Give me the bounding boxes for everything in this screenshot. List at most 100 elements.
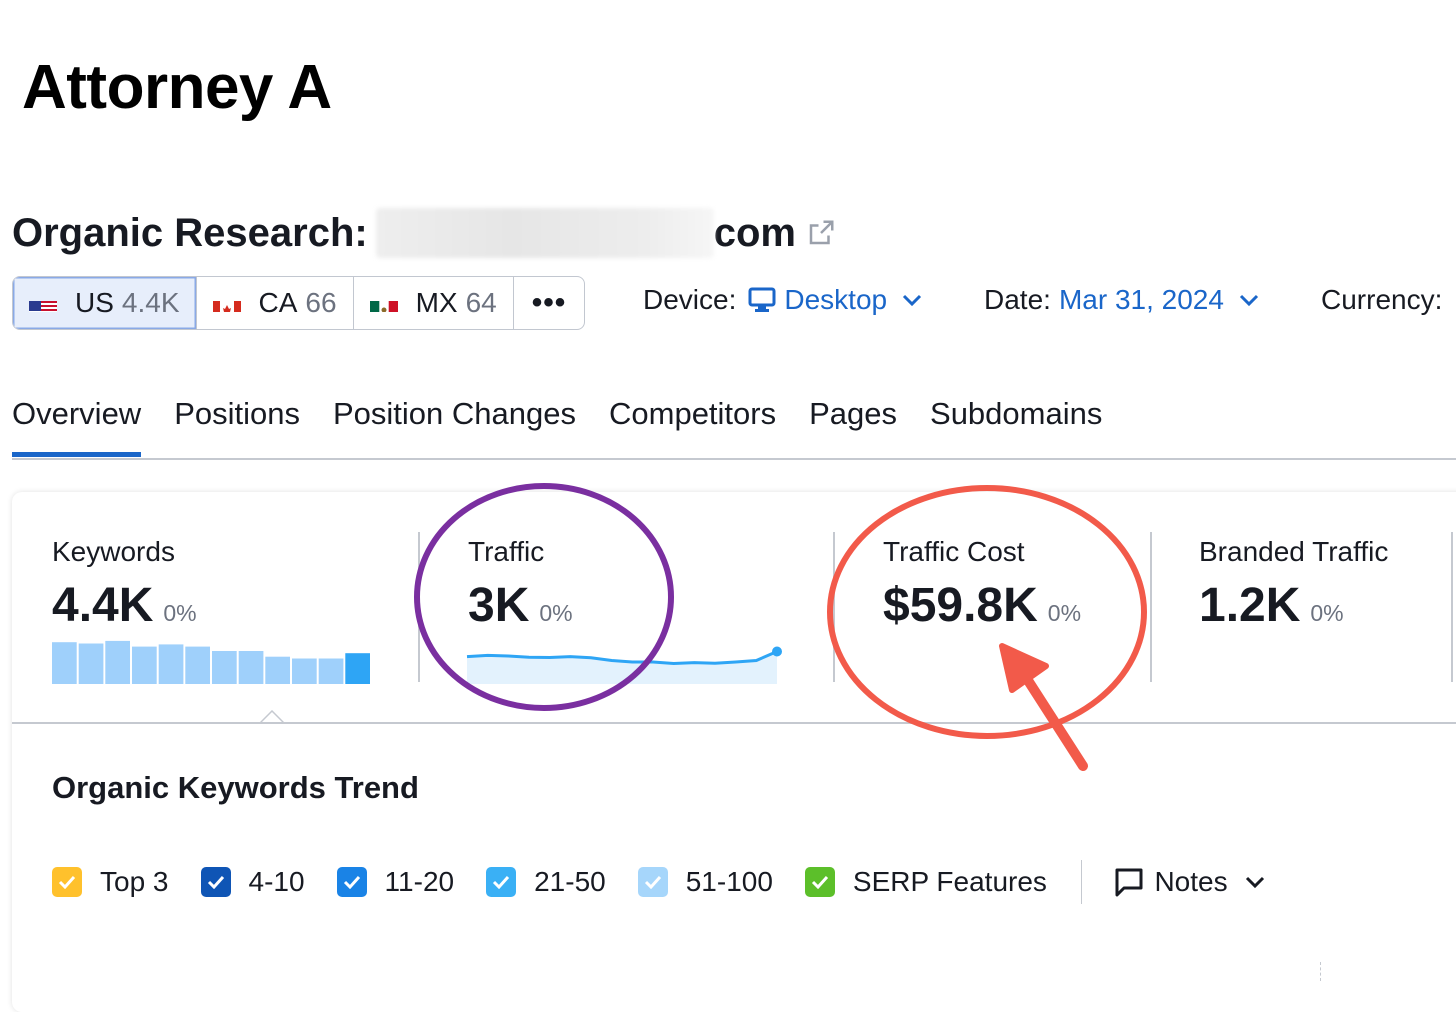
metric-label: Branded Traffic bbox=[1199, 536, 1389, 567]
spark-bar bbox=[345, 653, 370, 684]
report-tabs: Overview Positions Position Changes Comp… bbox=[12, 396, 1135, 457]
traffic-metric[interactable]: Traffic 3K 0% bbox=[468, 536, 573, 633]
metric-change: 0% bbox=[539, 600, 573, 626]
traffic-cost-metric[interactable]: Traffic Cost $59.8K 0% bbox=[883, 536, 1081, 633]
checkbox-checked-icon[interactable] bbox=[637, 867, 668, 897]
metric-divider bbox=[418, 532, 420, 682]
trend-legend: Top 3 4-10 11-20 21-50 51-100 SERP Featu… bbox=[52, 860, 1266, 904]
spark-bar bbox=[318, 658, 344, 684]
us-flag-icon bbox=[29, 294, 57, 312]
metric-divider bbox=[833, 532, 835, 682]
db-code: MX bbox=[415, 287, 458, 318]
metric-label: Traffic Cost bbox=[883, 536, 1025, 567]
db-count: 4.4K bbox=[121, 287, 180, 318]
spark-bar bbox=[105, 640, 130, 684]
currency-filter[interactable]: Currency: bbox=[1321, 284, 1442, 316]
legend-serp-features[interactable]: SERP Features bbox=[804, 866, 1047, 898]
db-code: US bbox=[75, 287, 114, 318]
metric-value: 1.2K bbox=[1199, 579, 1301, 632]
spark-bar bbox=[185, 646, 210, 684]
db-us-button[interactable]: US 4.4K bbox=[13, 277, 197, 329]
mx-flag-icon bbox=[369, 294, 398, 312]
database-selector: US 4.4K CA 66 MX 64 ••• bbox=[12, 276, 586, 330]
tab-positions[interactable]: Positions bbox=[174, 396, 300, 431]
device-label: Device: bbox=[643, 284, 737, 315]
chevron-down-icon bbox=[903, 294, 922, 307]
research-label: Organic Research: bbox=[12, 210, 368, 255]
caret-up-icon bbox=[260, 710, 284, 724]
tab-subdomains[interactable]: Subdomains bbox=[930, 396, 1103, 431]
metric-change: 0% bbox=[163, 600, 197, 626]
legend-51-100[interactable]: 51-100 bbox=[637, 866, 773, 898]
traffic-sparkline bbox=[466, 646, 782, 684]
checkbox-checked-icon[interactable] bbox=[804, 867, 835, 897]
notes-button[interactable]: Notes bbox=[1114, 866, 1265, 898]
date-label: Date: bbox=[984, 284, 1051, 315]
legend-4-10[interactable]: 4-10 bbox=[200, 866, 305, 898]
spark-bar bbox=[158, 644, 184, 684]
external-link-icon[interactable] bbox=[806, 218, 836, 248]
legend-label: SERP Features bbox=[852, 866, 1047, 897]
legend-11-20[interactable]: 11-20 bbox=[336, 866, 455, 898]
db-mx-button[interactable]: MX 64 bbox=[354, 277, 514, 329]
device-filter[interactable]: Device: Desktop bbox=[643, 284, 923, 316]
metric-value-row: 1.2K 0% bbox=[1199, 578, 1388, 633]
metric-value-row: $59.8K 0% bbox=[883, 578, 1081, 633]
tab-pages[interactable]: Pages bbox=[809, 396, 898, 431]
domain-suffix: com bbox=[713, 210, 796, 255]
checkbox-checked-icon[interactable] bbox=[336, 867, 367, 897]
metric-label: Traffic bbox=[468, 536, 545, 567]
chart-gridline bbox=[1320, 962, 1323, 981]
spark-bar bbox=[265, 656, 290, 684]
db-count: 64 bbox=[465, 287, 497, 318]
metric-change: 0% bbox=[1047, 600, 1082, 626]
legend-21-50[interactable]: 21-50 bbox=[486, 866, 606, 898]
db-ca-button[interactable]: CA 66 bbox=[197, 277, 354, 329]
currency-label: Currency: bbox=[1321, 284, 1443, 315]
checkbox-checked-icon[interactable] bbox=[486, 867, 517, 897]
branded-traffic-metric[interactable]: Branded Traffic 1.2K 0% bbox=[1199, 536, 1388, 633]
chevron-down-icon bbox=[1245, 876, 1264, 889]
db-code: CA bbox=[258, 287, 298, 318]
ca-flag-icon bbox=[212, 294, 241, 312]
sparkline-end-dot bbox=[772, 646, 782, 657]
spark-bar bbox=[52, 642, 77, 684]
date-filter[interactable]: Date: Mar 31, 2024 bbox=[984, 284, 1260, 316]
metric-divider bbox=[1451, 532, 1453, 682]
date-value: Mar 31, 2024 bbox=[1058, 284, 1224, 315]
checkbox-checked-icon[interactable] bbox=[52, 867, 82, 897]
spark-bar bbox=[78, 643, 104, 684]
section-title: Organic Keywords Trend bbox=[52, 770, 419, 805]
legend-label: 11-20 bbox=[384, 866, 455, 897]
card-divider bbox=[12, 722, 1456, 724]
metric-value-row: 3K 0% bbox=[468, 578, 573, 633]
notes-label: Notes bbox=[1154, 866, 1228, 897]
tab-position-changes[interactable]: Position Changes bbox=[333, 396, 576, 431]
legend-label: Top 3 bbox=[100, 866, 169, 897]
page-title: Attorney A bbox=[22, 53, 332, 122]
spark-bar bbox=[212, 651, 237, 684]
metric-divider bbox=[1150, 532, 1152, 682]
spark-bar bbox=[238, 651, 264, 684]
more-databases-button[interactable]: ••• bbox=[531, 286, 567, 319]
metric-value: $59.8K bbox=[883, 579, 1038, 632]
checkbox-checked-icon[interactable] bbox=[200, 867, 231, 897]
keywords-metric[interactable]: Keywords 4.4K 0% bbox=[52, 536, 197, 633]
tabs-divider bbox=[12, 458, 1456, 460]
metric-change: 0% bbox=[1310, 600, 1344, 626]
keywords-sparkbars bbox=[52, 640, 370, 684]
metric-value: 4.4K bbox=[52, 579, 154, 632]
legend-label: 4-10 bbox=[248, 866, 305, 897]
redacted-domain bbox=[375, 208, 714, 258]
comment-icon bbox=[1115, 868, 1143, 897]
metric-value-row: 4.4K 0% bbox=[52, 578, 197, 633]
tab-competitors[interactable]: Competitors bbox=[609, 396, 777, 431]
metric-label: Keywords bbox=[52, 536, 175, 567]
legend-top3[interactable]: Top 3 bbox=[52, 866, 169, 898]
spark-bar bbox=[292, 658, 317, 684]
tab-overview[interactable]: Overview bbox=[12, 396, 142, 457]
db-count: 66 bbox=[305, 287, 337, 318]
metric-value: 3K bbox=[468, 579, 530, 632]
legend-label: 21-50 bbox=[534, 866, 606, 897]
research-heading: Organic Research: com bbox=[12, 208, 836, 258]
